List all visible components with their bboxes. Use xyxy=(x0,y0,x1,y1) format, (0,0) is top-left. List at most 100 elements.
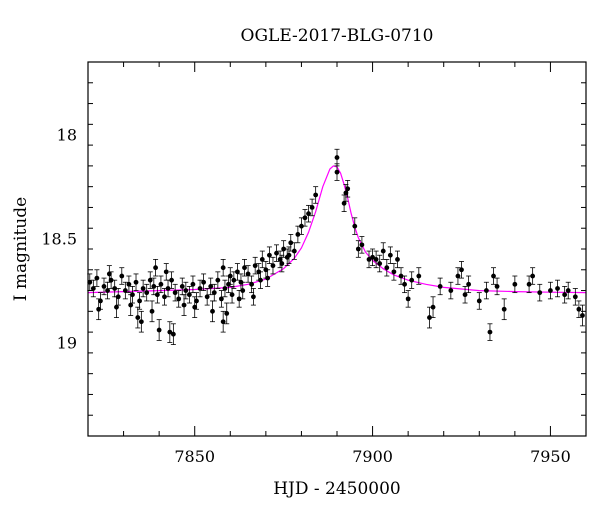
data-point xyxy=(94,269,100,287)
data-point xyxy=(405,290,411,308)
point-marker xyxy=(291,248,297,254)
point-marker xyxy=(105,288,110,293)
data-point xyxy=(562,285,568,304)
data-point xyxy=(270,256,276,275)
point-marker xyxy=(242,265,247,271)
data-point xyxy=(279,254,285,273)
point-marker xyxy=(302,215,308,221)
data-point xyxy=(138,310,144,333)
x-tick-label: 7850 xyxy=(174,447,215,466)
data-point xyxy=(455,267,461,285)
point-marker xyxy=(128,302,134,308)
point-marker xyxy=(512,281,518,287)
data-point xyxy=(105,281,111,300)
point-marker xyxy=(170,331,176,337)
point-marker xyxy=(165,286,171,291)
data-point xyxy=(476,292,482,310)
plot-frame xyxy=(87,61,587,437)
point-marker xyxy=(466,281,472,287)
point-marker xyxy=(530,273,536,279)
data-point xyxy=(245,265,251,283)
data-point xyxy=(153,258,159,277)
data-point xyxy=(391,263,397,281)
data-point xyxy=(220,258,226,277)
data-point xyxy=(224,302,230,325)
data-point xyxy=(384,258,390,277)
point-marker xyxy=(235,269,240,275)
point-marker xyxy=(218,296,224,302)
point-marker xyxy=(240,288,246,293)
point-marker xyxy=(345,186,351,192)
data-point xyxy=(501,298,507,321)
data-point xyxy=(90,279,96,298)
data-point xyxy=(106,265,112,283)
point-marker xyxy=(211,290,217,296)
data-point xyxy=(313,186,319,204)
point-marker xyxy=(391,269,397,275)
point-marker xyxy=(313,192,319,198)
data-point xyxy=(97,292,103,310)
point-marker xyxy=(222,286,228,291)
point-marker xyxy=(220,319,226,325)
data-point xyxy=(459,261,464,279)
data-point xyxy=(128,294,134,316)
data-point xyxy=(302,209,308,227)
data-point xyxy=(306,204,312,223)
point-marker xyxy=(251,294,256,300)
data-point xyxy=(220,310,226,333)
data-point xyxy=(119,267,125,285)
data-point xyxy=(373,250,379,269)
data-point xyxy=(576,300,582,318)
data-point xyxy=(167,321,173,343)
point-marker xyxy=(258,277,263,283)
data-point xyxy=(295,225,301,244)
point-marker xyxy=(295,232,301,237)
data-point xyxy=(222,279,228,298)
data-point xyxy=(530,267,536,285)
point-marker xyxy=(249,281,255,287)
data-point xyxy=(129,285,135,304)
point-marker xyxy=(555,286,560,291)
data-point xyxy=(352,217,358,235)
point-marker xyxy=(537,290,543,296)
point-marker xyxy=(580,313,585,318)
data-point xyxy=(341,194,347,213)
y-tick-label: 19 xyxy=(57,334,77,353)
data-point xyxy=(204,288,210,306)
data-point xyxy=(291,242,297,260)
data-point xyxy=(309,198,315,217)
point-marker xyxy=(565,288,571,293)
point-marker xyxy=(455,273,461,279)
data-point xyxy=(252,256,258,275)
chart-title: OGLE-2017-BLG-0710 xyxy=(241,26,434,46)
data-point xyxy=(579,304,585,327)
point-marker xyxy=(119,273,125,279)
data-point xyxy=(218,290,224,308)
point-marker xyxy=(194,298,199,304)
data-point xyxy=(448,281,454,300)
point-marker xyxy=(352,223,358,229)
point-marker xyxy=(204,294,210,300)
point-marker xyxy=(384,265,390,271)
point-marker xyxy=(201,279,207,285)
data-point xyxy=(135,306,141,329)
data-point xyxy=(234,263,240,281)
point-marker xyxy=(259,256,265,262)
point-marker xyxy=(98,298,103,304)
data-point xyxy=(126,275,132,294)
point-marker xyxy=(140,286,146,291)
point-marker xyxy=(359,242,365,248)
data-point xyxy=(250,288,256,306)
data-point xyxy=(183,281,189,300)
model-curve xyxy=(87,165,587,294)
point-marker xyxy=(437,284,443,289)
data-point xyxy=(149,300,155,323)
point-marker xyxy=(576,306,582,312)
data-point xyxy=(343,184,349,202)
point-marker xyxy=(114,304,119,310)
point-marker xyxy=(494,284,500,289)
point-marker xyxy=(167,329,173,335)
point-marker xyxy=(279,261,285,266)
data-point xyxy=(483,281,489,300)
